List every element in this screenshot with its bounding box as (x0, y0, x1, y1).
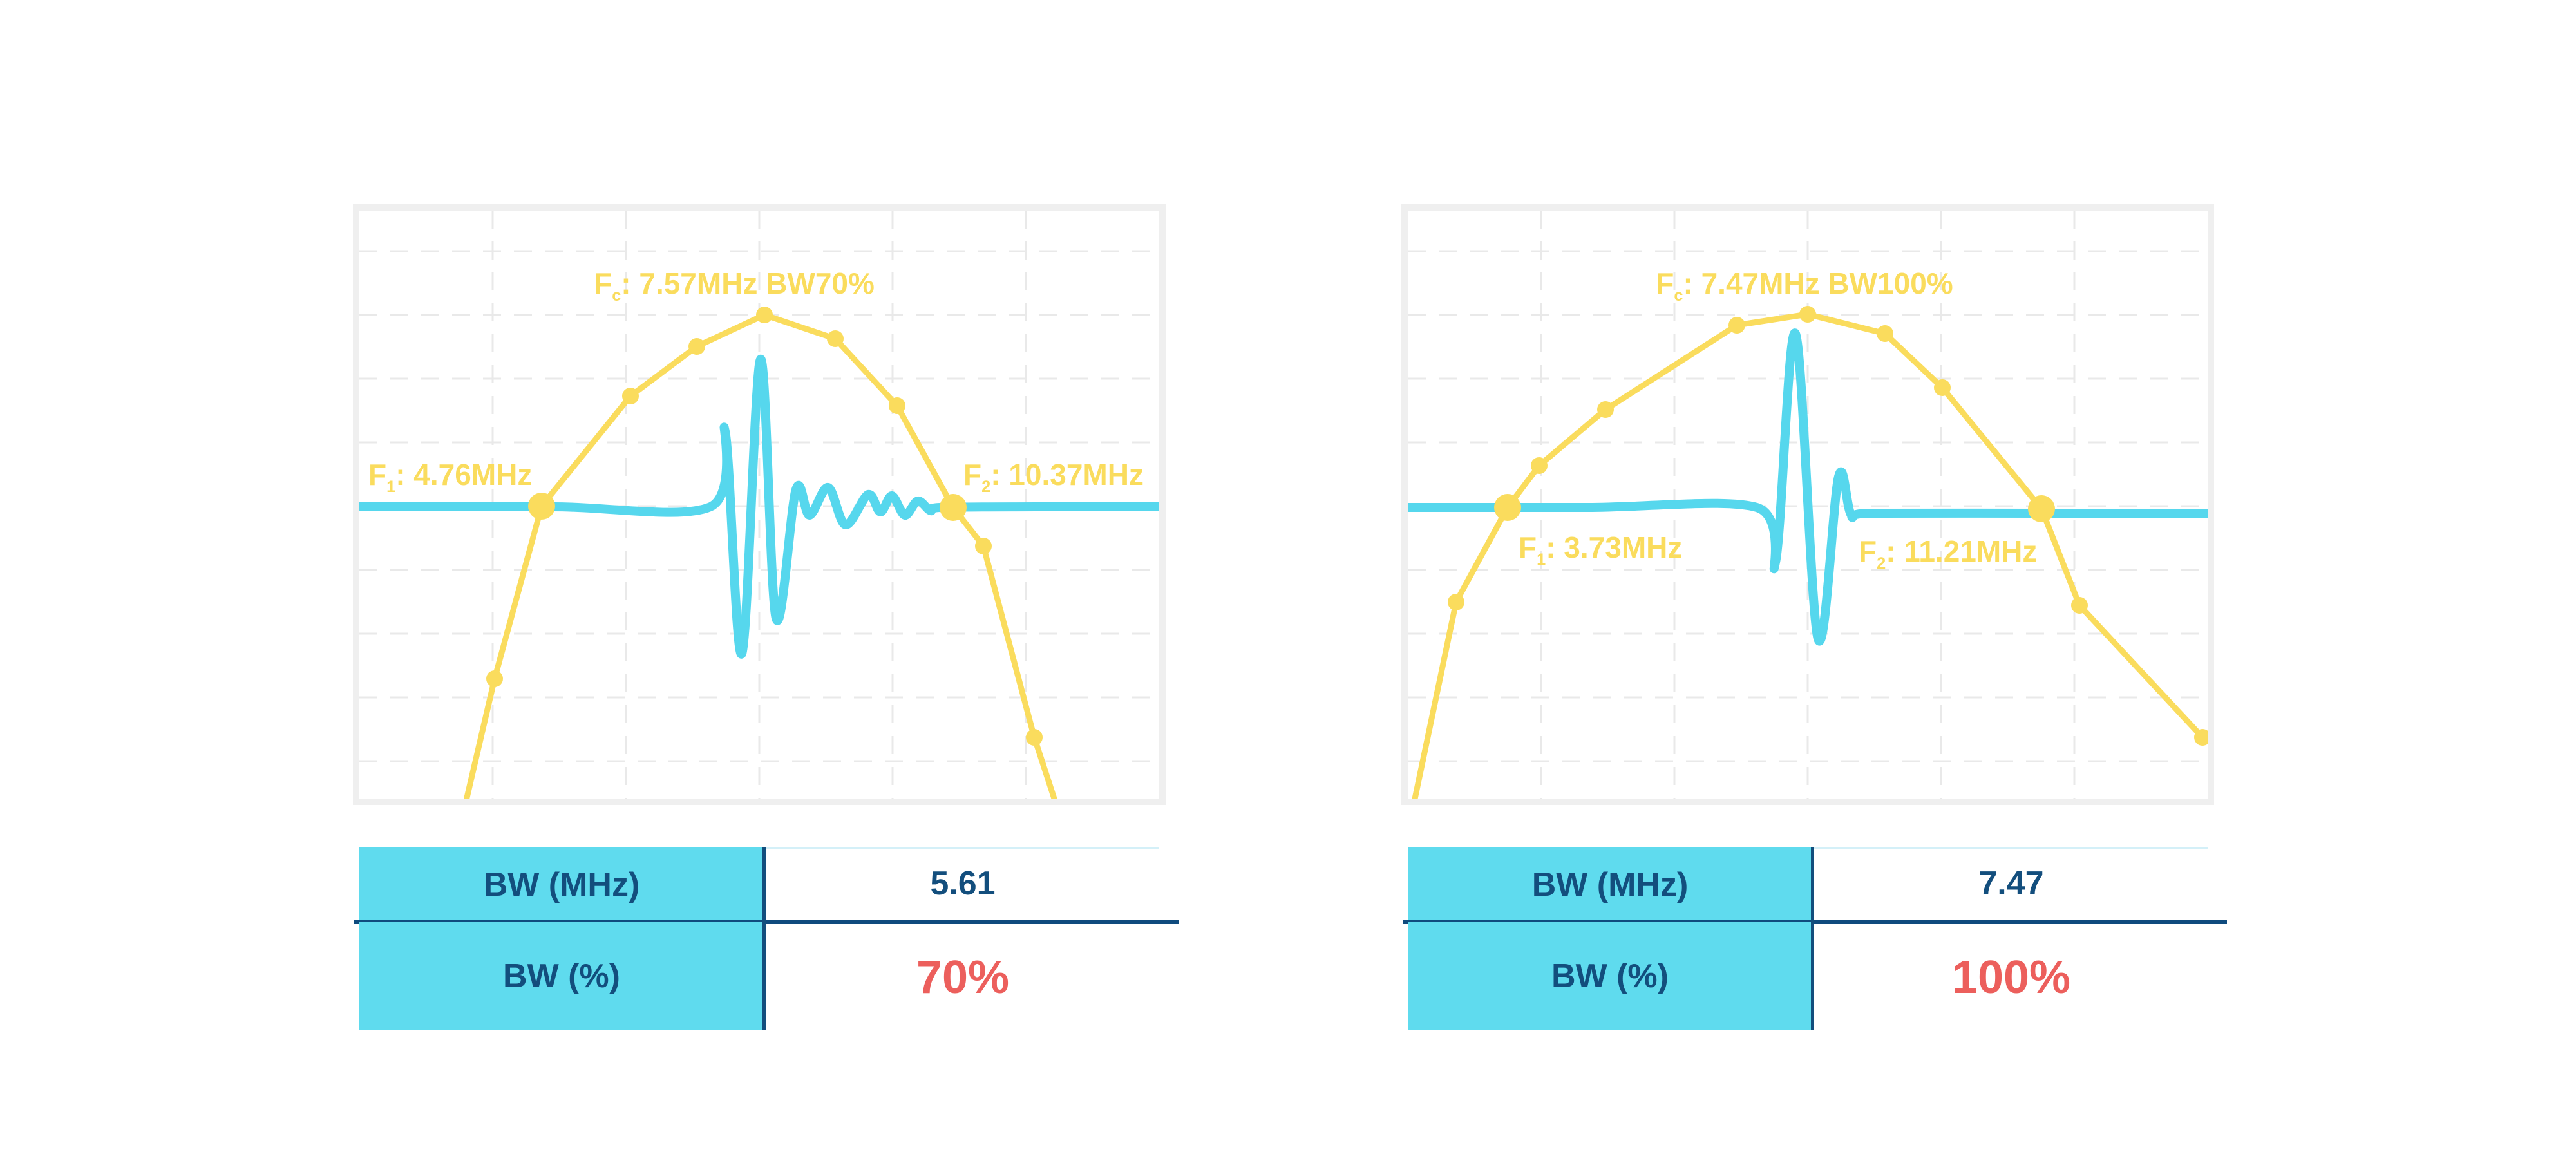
f2-value-text: : 11.21MHz (1886, 534, 2038, 568)
f2-subscript: 2 (981, 477, 991, 496)
f1-subscript: 1 (1537, 550, 1546, 569)
table-row-label-bw-mhz: BW (MHz) (359, 847, 764, 922)
table-top-divider (764, 847, 1159, 849)
fc-subscript: c (1674, 286, 1683, 305)
f2-symbol: F (963, 458, 982, 491)
table-top-divider (1812, 847, 2208, 849)
table-row-value-bw-mhz: 5.61 (930, 865, 996, 902)
f2-subscript: 2 (1877, 554, 1886, 572)
spectrum-chart-bw70 (359, 211, 1159, 799)
f2-label: F2: 11.21MHz (1859, 534, 2038, 572)
table-row-value-bw-pct: 70% (916, 951, 1010, 1003)
table-row-label-bw-pct: BW (%) (359, 922, 764, 1030)
f1-label: F1: 4.76MHz (368, 457, 533, 496)
fc-symbol: F (594, 267, 612, 300)
table-row-divider (1403, 920, 2227, 924)
center-frequency-label: Fc: 7.47MHz BW100% (1656, 266, 1953, 305)
spectrum-panel-bw100: Fc: 7.47MHz BW100% F1: 3.73MHz F2: 11.21… (1401, 204, 2214, 805)
table-row-value-bw-pct: 100% (1951, 951, 2071, 1003)
f1-symbol: F (368, 458, 387, 491)
table-row-value-bw-mhz: 7.47 (1978, 865, 2044, 902)
f2-value-text: : 10.37MHz (990, 458, 1144, 491)
f1-label: F1: 3.73MHz (1519, 530, 1683, 569)
table-row-label-bw-pct: BW (%) (1408, 922, 1812, 1030)
bandwidth-table-bw100: BW (MHz) 7.47 BW (%) 100% (1403, 847, 2232, 1030)
table-column-divider (1811, 847, 1814, 1030)
f1-symbol: F (1519, 531, 1537, 564)
fc-value-text: : 7.47MHz BW100% (1683, 267, 1953, 300)
fc-value-text: : 7.57MHz BW70% (621, 267, 875, 300)
table-row-divider (354, 920, 1179, 924)
table-column-divider (762, 847, 766, 1030)
fc-symbol: F (1656, 267, 1674, 300)
f1-value-text: : 4.76MHz (395, 458, 533, 491)
table-row-label-bw-mhz: BW (MHz) (1408, 847, 1812, 922)
bandwidth-table-bw70: BW (MHz) 5.61 BW (%) 70% (354, 847, 1184, 1030)
f1-subscript: 1 (386, 477, 396, 496)
spectrum-chart-bw100 (1408, 211, 2208, 799)
f2-symbol: F (1859, 534, 1877, 568)
center-frequency-label: Fc: 7.57MHz BW70% (594, 266, 875, 305)
fc-subscript: c (612, 286, 621, 305)
spectrum-panel-bw70: Fc: 7.57MHz BW70% F1: 4.76MHz F2: 10.37M… (353, 204, 1166, 805)
f1-value-text: : 3.73MHz (1546, 531, 1683, 564)
f2-label: F2: 10.37MHz (963, 457, 1144, 496)
